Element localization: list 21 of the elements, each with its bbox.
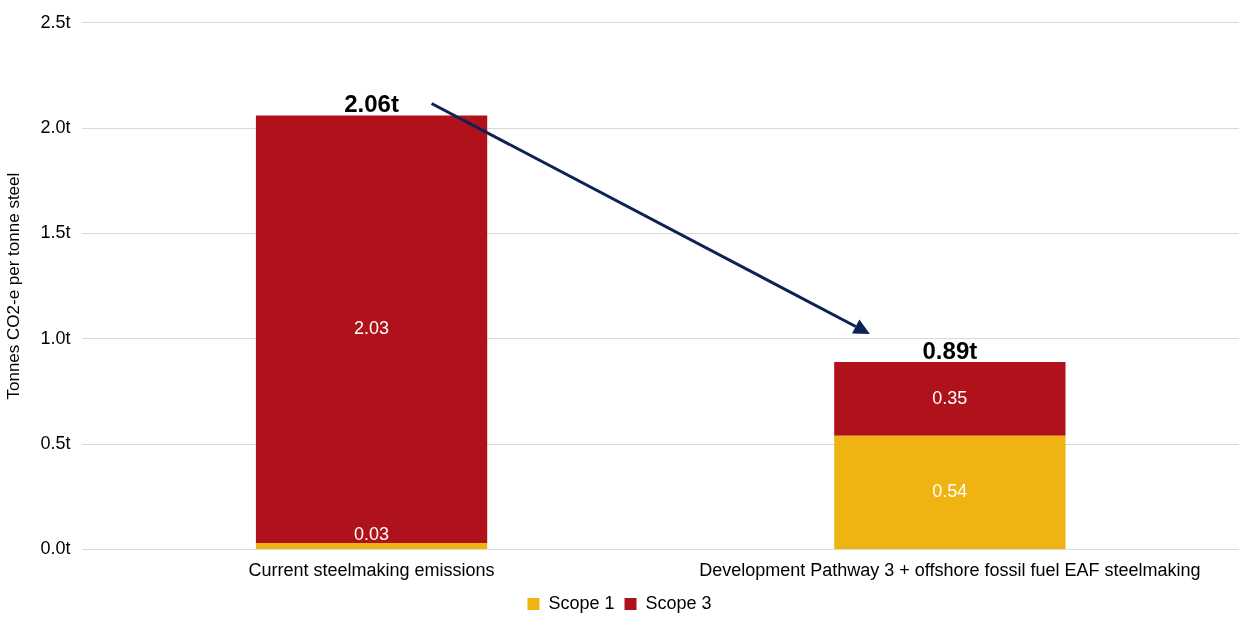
y-tick-label: 2.0t bbox=[40, 117, 71, 138]
bar bbox=[255, 115, 488, 544]
y-axis-title: Tonnes CO2-e per tonne steel bbox=[3, 172, 23, 400]
annotation: 2.06t bbox=[344, 90, 399, 118]
y-tick-label: 0.5t bbox=[40, 433, 71, 454]
bar bbox=[834, 361, 1066, 436]
data-label: 0.54 bbox=[932, 481, 968, 502]
annotation: 0.89t bbox=[922, 336, 978, 364]
data-label: 0.35 bbox=[932, 387, 968, 408]
x-tick-label: Development Pathway 3 + offshore fossil fuel EAF steelmaking bbox=[699, 560, 1201, 581]
y-tick-label: 1.5t bbox=[40, 222, 71, 243]
y-tick-label: 0.0t bbox=[40, 538, 71, 559]
legend-label: Scope 3 bbox=[645, 592, 712, 613]
bar bbox=[255, 543, 488, 549]
y-tick-label: 1.0t bbox=[40, 327, 71, 348]
x-tick-label: Current steelmaking emissions bbox=[248, 560, 495, 581]
data-label: 2.03 bbox=[354, 318, 390, 339]
bar bbox=[834, 435, 1066, 549]
y-tick-label: 2.5t bbox=[40, 11, 71, 32]
legend-label: Scope 1 bbox=[548, 592, 615, 613]
data-label: 0.03 bbox=[354, 523, 390, 544]
